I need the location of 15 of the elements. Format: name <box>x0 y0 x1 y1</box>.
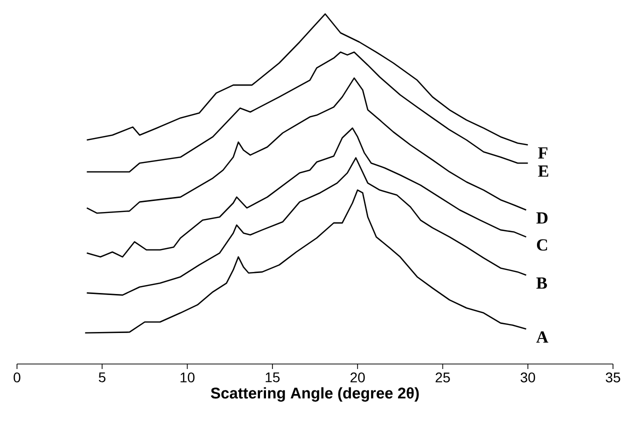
x-tick-label: 35 <box>606 372 620 382</box>
x-tick-label: 20 <box>350 372 365 382</box>
series-label: F <box>538 147 548 158</box>
x-tick-label: 15 <box>266 372 280 382</box>
series-label: B <box>536 278 547 289</box>
x-tick-label: 10 <box>180 372 195 382</box>
series-label: D <box>536 212 548 224</box>
series-label: C <box>536 239 548 251</box>
x-tick-label: 25 <box>436 372 450 382</box>
x-tick-label: 30 <box>520 372 536 382</box>
series-label: E <box>538 166 548 177</box>
x-axis-title: Scattering Angle (degree 2θ) <box>210 387 419 402</box>
series-label: A <box>536 331 548 343</box>
x-tick-label: 0 <box>14 372 20 382</box>
x-tick-label: 5 <box>98 372 106 382</box>
